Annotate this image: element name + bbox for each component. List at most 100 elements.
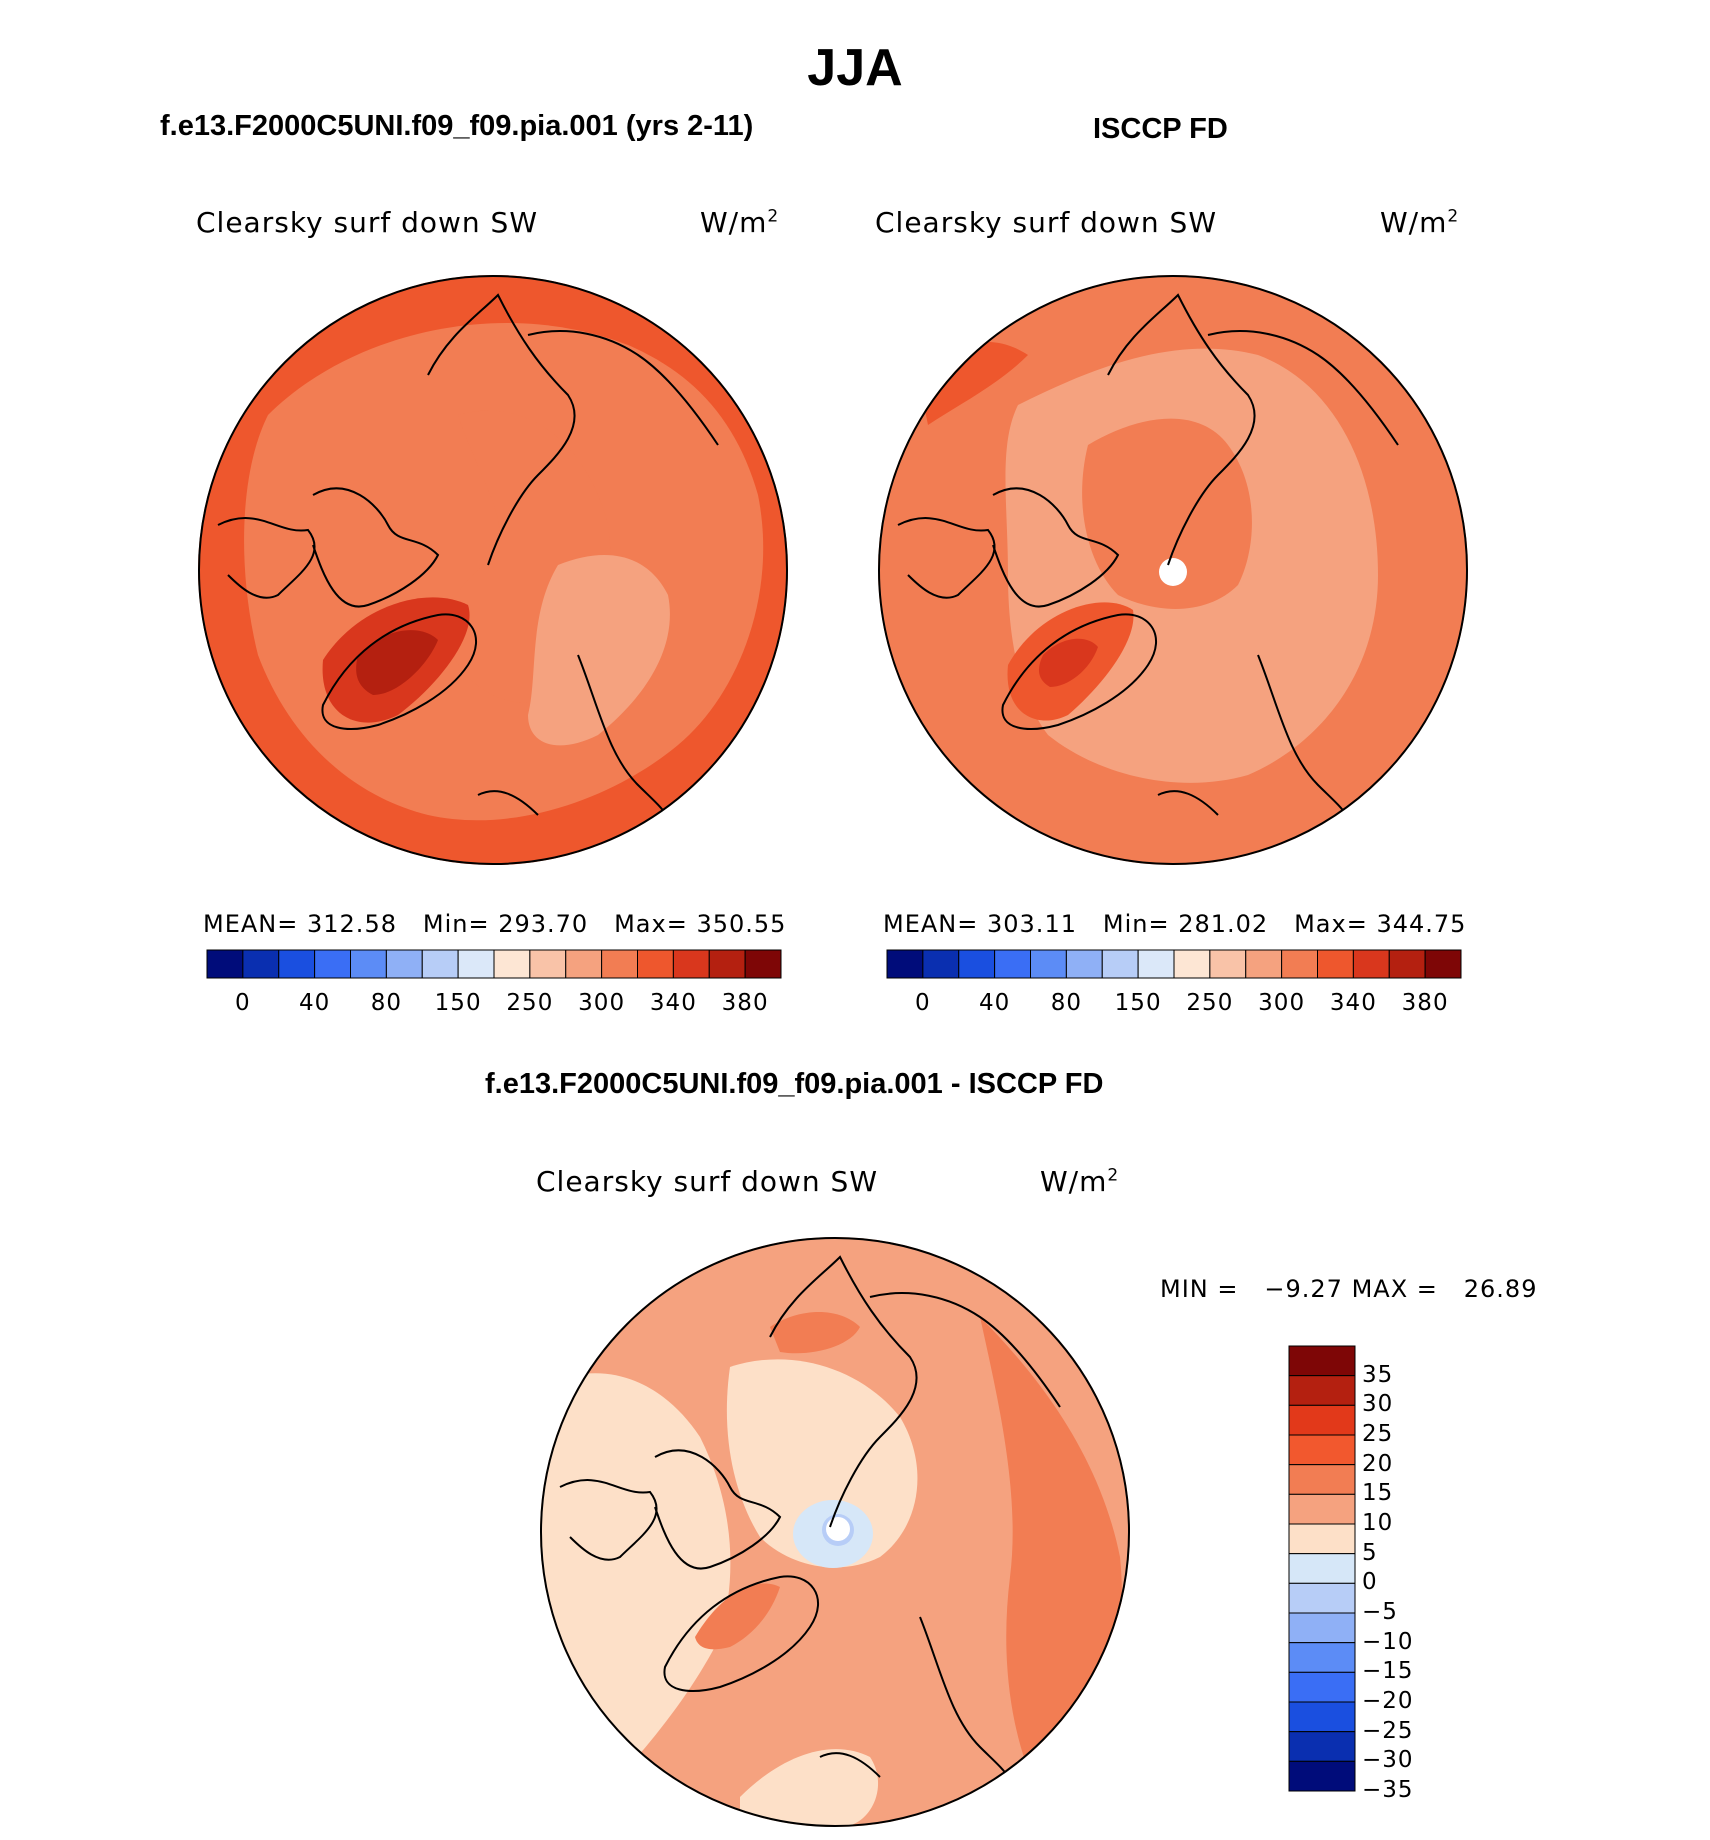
colorbar1-swatch-10 xyxy=(565,949,603,979)
colorbar2-tick-label: 150 xyxy=(1114,990,1162,1016)
map2-coastlines xyxy=(897,293,1399,836)
colorbar2-swatch-12 xyxy=(1317,949,1354,979)
colorbar2-swatch-3 xyxy=(994,949,1031,979)
panel3-units-label: W/m2 xyxy=(1040,1165,1120,1198)
colorbar1-swatch-8 xyxy=(493,949,531,979)
colorbar3-tick-label: 35 xyxy=(1362,1361,1394,1388)
colorbar2-tick-label: 380 xyxy=(1401,990,1449,1016)
colorbar3-tick-label: 15 xyxy=(1362,1480,1394,1507)
colorbar2-swatch-4 xyxy=(1030,949,1067,979)
map2-pole-missing xyxy=(1159,558,1187,586)
panel1-variable-label: Clearsky surf down SW xyxy=(196,206,539,239)
colorbar-panel2-labels: 0 40 80 150 250 300 340 380 xyxy=(887,990,1461,1020)
colorbar3-swatch-11 xyxy=(1288,1671,1356,1703)
colorbar1-tick-label: 0 xyxy=(235,990,251,1016)
colorbar3-swatch-2 xyxy=(1288,1404,1356,1436)
colorbar3-tick-label: −20 xyxy=(1362,1688,1414,1714)
colorbar3-swatch-4 xyxy=(1288,1464,1356,1495)
colorbar3-tick-label: −35 xyxy=(1362,1777,1414,1803)
map-panel2 xyxy=(878,275,1468,865)
colorbar3-swatch-0 xyxy=(1288,1345,1356,1377)
map-panel3 xyxy=(540,1237,1130,1827)
colorbar1-swatch-9 xyxy=(529,949,567,979)
colorbar1-swatch-7 xyxy=(457,949,495,979)
colorbar3-tick-label: 30 xyxy=(1362,1391,1394,1418)
colorbar3-swatch-3 xyxy=(1288,1434,1356,1466)
colorbar1-swatch-3 xyxy=(314,949,351,979)
colorbar1-tick-label: 300 xyxy=(578,990,626,1016)
colorbar2-tick-label: 340 xyxy=(1329,990,1377,1016)
colorbar3-tick-label: 25 xyxy=(1362,1421,1394,1447)
panel3-variable-label: Clearsky surf down SW xyxy=(536,1165,879,1198)
colorbar3-tick-label: 0 xyxy=(1362,1569,1378,1596)
colorbar3-swatch-9 xyxy=(1288,1612,1356,1644)
colorbar1-swatch-4 xyxy=(350,949,387,979)
map-panel1 xyxy=(198,275,788,865)
colorbar1-swatch-14 xyxy=(708,949,746,979)
colorbar2-swatch-5 xyxy=(1065,949,1103,979)
colorbar-panel2 xyxy=(886,949,1462,979)
colorbar2-tick-label: 40 xyxy=(978,990,1011,1016)
colorbar1-swatch-5 xyxy=(385,949,423,979)
colorbar3-tick-label: −10 xyxy=(1362,1628,1414,1655)
colorbar3-tick-label: −25 xyxy=(1362,1717,1414,1744)
colorbar2-tick-label: 0 xyxy=(915,990,931,1016)
colorbar1-swatch-12 xyxy=(637,949,674,979)
colorbar3-swatch-7 xyxy=(1288,1553,1356,1584)
colorbar2-swatch-2 xyxy=(958,949,996,979)
panel1-title: f.e13.F2000C5UNI.f09_f09.pia.001 (yrs 2-… xyxy=(160,110,754,142)
colorbar2-tick-label: 300 xyxy=(1258,990,1306,1016)
colorbar3-swatch-6 xyxy=(1288,1523,1356,1555)
panel1-units-label: W/m2 xyxy=(700,206,780,239)
colorbar2-swatch-1 xyxy=(922,949,960,979)
colorbar1-tick-label: 380 xyxy=(721,990,769,1016)
colorbar2-swatch-8 xyxy=(1173,949,1211,979)
colorbar3-tick-label: −5 xyxy=(1362,1599,1398,1625)
colorbar-panel1 xyxy=(206,949,782,979)
colorbar1-swatch-13 xyxy=(672,949,710,979)
panel2-variable-label: Clearsky surf down SW xyxy=(875,206,1218,239)
colorbar3-swatch-8 xyxy=(1288,1582,1356,1614)
colorbar3-tick-label: 5 xyxy=(1362,1539,1378,1566)
colorbar3-tick-label: −30 xyxy=(1362,1747,1414,1774)
colorbar2-swatch-7 xyxy=(1137,949,1175,979)
colorbar1-swatch-11 xyxy=(601,949,638,979)
colorbar3-swatch-10 xyxy=(1288,1642,1356,1673)
colorbar2-swatch-6 xyxy=(1101,949,1139,979)
colorbar1-swatch-1 xyxy=(242,949,280,979)
panel2-stats: MEAN= 303.11 Min= 281.02 Max= 344.75 xyxy=(883,910,1467,938)
map1-outline xyxy=(198,275,788,865)
colorbar3-swatch-14 xyxy=(1288,1760,1356,1792)
map3-outline xyxy=(540,1237,1130,1827)
colorbar1-tick-label: 40 xyxy=(298,990,331,1016)
colorbar-panel1-labels: 0 40 80 150 250 300 340 380 xyxy=(207,990,781,1020)
colorbar1-swatch-0 xyxy=(206,949,244,979)
colorbar2-swatch-15 xyxy=(1424,949,1462,979)
colorbar2-swatch-13 xyxy=(1352,949,1390,979)
colorbar-panel3 xyxy=(1288,1345,1356,1792)
panel2-units-label: W/m2 xyxy=(1380,206,1460,239)
map1-field-low xyxy=(528,555,670,746)
colorbar3-tick-label: −15 xyxy=(1362,1658,1414,1685)
colorbar1-swatch-6 xyxy=(421,949,459,979)
colorbar2-tick-label: 80 xyxy=(1050,990,1083,1016)
map2-outline xyxy=(878,275,1468,865)
main-title: JJA xyxy=(807,39,903,97)
panel3-title: f.e13.F2000C5UNI.f09_f09.pia.001 - ISCCP… xyxy=(485,1068,1104,1100)
panel3-stats: MIN = −9.27 MAX = 26.89 xyxy=(1160,1275,1538,1303)
colorbar2-swatch-10 xyxy=(1245,949,1283,979)
panel1-stats: MEAN= 312.58 Min= 293.70 Max= 350.55 xyxy=(203,910,787,938)
colorbar1-swatch-15 xyxy=(744,949,782,979)
colorbar2-tick-label: 250 xyxy=(1186,990,1234,1016)
colorbar2-swatch-11 xyxy=(1281,949,1318,979)
colorbar2-swatch-14 xyxy=(1388,949,1426,979)
colorbar3-swatch-5 xyxy=(1288,1493,1356,1525)
colorbar2-swatch-0 xyxy=(886,949,924,979)
map3-field-15 xyxy=(980,1317,1122,1797)
colorbar3-tick-label: 20 xyxy=(1362,1450,1394,1477)
colorbar1-tick-label: 80 xyxy=(370,990,403,1016)
colorbar3-swatch-13 xyxy=(1288,1731,1356,1762)
colorbar-panel3-labels: 35 30 25 20 15 10 5 0 −5 −10 −15 −20 −25 −30 −35 xyxy=(1362,1345,1442,1803)
map3-pole-missing xyxy=(826,1517,850,1541)
panel2-title: ISCCP FD xyxy=(1093,113,1228,145)
